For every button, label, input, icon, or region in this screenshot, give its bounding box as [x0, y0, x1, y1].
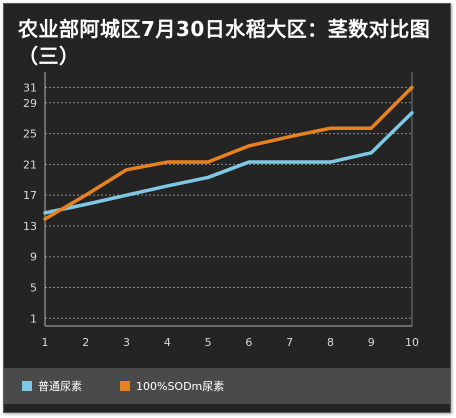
axes: [44, 72, 413, 327]
x-tick-label: 5: [205, 336, 212, 349]
y-tick-label: 9: [30, 251, 37, 264]
legend-item-0: 普通尿素: [22, 379, 82, 393]
legend: 普通尿素 100%SODm尿素: [4, 368, 450, 404]
legend-swatch-1: [120, 381, 130, 391]
x-tick-labels: 1 2 3 4 5 6 7 8 9 10: [42, 336, 420, 349]
chart-title: 农业部阿城区7月30日水稻大区：茎数对比图（三）: [18, 17, 431, 68]
y-tick-label: 17: [23, 189, 37, 202]
y-tick-label: 25: [23, 128, 37, 141]
series-line-0: [43, 111, 414, 215]
legend-label-0: 普通尿素: [38, 380, 82, 393]
y-tick-label: 13: [23, 220, 37, 233]
chart-frame: 农业部阿城区7月30日水稻大区：茎数对比图（三） 1 5 9 13 17 21 25 29 31…: [3, 3, 451, 413]
plot-area: 1 5 9 13 17 21 25 29 31 1 2 3 4 5 6 7 8 9 10: [23, 72, 420, 349]
x-tick-label: 6: [245, 336, 252, 349]
legend-label-1: 100%SODm尿素: [136, 380, 225, 393]
series-lines: [43, 85, 414, 221]
x-tick-label: 7: [286, 336, 293, 349]
y-tick-labels: 1 5 9 13 17 21 25 29 31: [23, 81, 37, 325]
x-tick-label: 1: [42, 336, 49, 349]
series-line-1: [43, 85, 414, 221]
y-tick-label: 21: [23, 158, 37, 171]
y-tick-label: 29: [23, 97, 37, 110]
x-tick-label: 8: [327, 336, 334, 349]
x-tick-label: 3: [123, 336, 130, 349]
legend-swatch-0: [22, 381, 32, 391]
y-tick-label: 5: [30, 282, 37, 295]
x-tick-label: 9: [368, 336, 375, 349]
x-tick-label: 10: [405, 336, 419, 349]
y-tick-label: 31: [23, 81, 37, 94]
y-tick-label: 1: [30, 312, 37, 325]
grid-lines: [45, 86, 412, 319]
x-tick-label: 4: [164, 336, 171, 349]
x-tick-label: 2: [82, 336, 89, 349]
legend-item-1: 100%SODm尿素: [120, 379, 224, 393]
